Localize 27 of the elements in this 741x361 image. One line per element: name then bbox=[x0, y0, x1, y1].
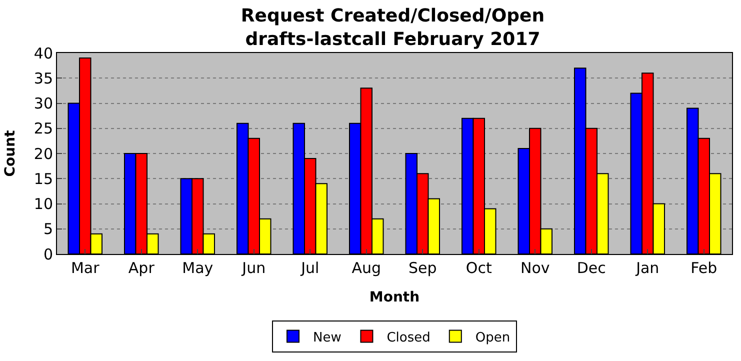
legend-label: Closed bbox=[386, 330, 430, 346]
y-tick-label: 5 bbox=[43, 220, 53, 238]
x-tick-label: Jul bbox=[300, 259, 320, 277]
y-tick-label: 40 bbox=[34, 44, 53, 62]
legend-label: New bbox=[313, 330, 342, 346]
x-tick-label: Nov bbox=[520, 259, 550, 277]
y-tick-label: 15 bbox=[34, 170, 53, 188]
x-tick-label: Dec bbox=[576, 259, 606, 277]
y-axis-title: Count bbox=[2, 130, 19, 177]
y-tick-label: 30 bbox=[34, 94, 53, 112]
x-tick-label: Oct bbox=[466, 259, 492, 277]
x-tick-label: Sep bbox=[408, 259, 437, 277]
chart-title: Request Created/Closed/Open drafts-lastcall February 2017 bbox=[240, 6, 545, 50]
x-tick-label: Mar bbox=[70, 259, 100, 277]
y-tick-label: 10 bbox=[34, 195, 53, 213]
legend-label: Open bbox=[475, 330, 510, 346]
x-tick-label: May bbox=[182, 259, 214, 277]
x-axis-title: Month bbox=[369, 289, 420, 306]
x-tick-label: Jun bbox=[241, 259, 266, 277]
y-tick-label: 25 bbox=[34, 120, 53, 138]
y-tick-label: 0 bbox=[43, 245, 53, 264]
x-tick-label: Apr bbox=[128, 259, 156, 277]
x-tick-label: Aug bbox=[352, 259, 382, 277]
x-tick-label: Feb bbox=[690, 259, 718, 277]
y-tick-label: 20 bbox=[34, 144, 53, 163]
y-tick-label: 35 bbox=[34, 69, 53, 88]
x-tick-label: Jan bbox=[635, 259, 660, 277]
